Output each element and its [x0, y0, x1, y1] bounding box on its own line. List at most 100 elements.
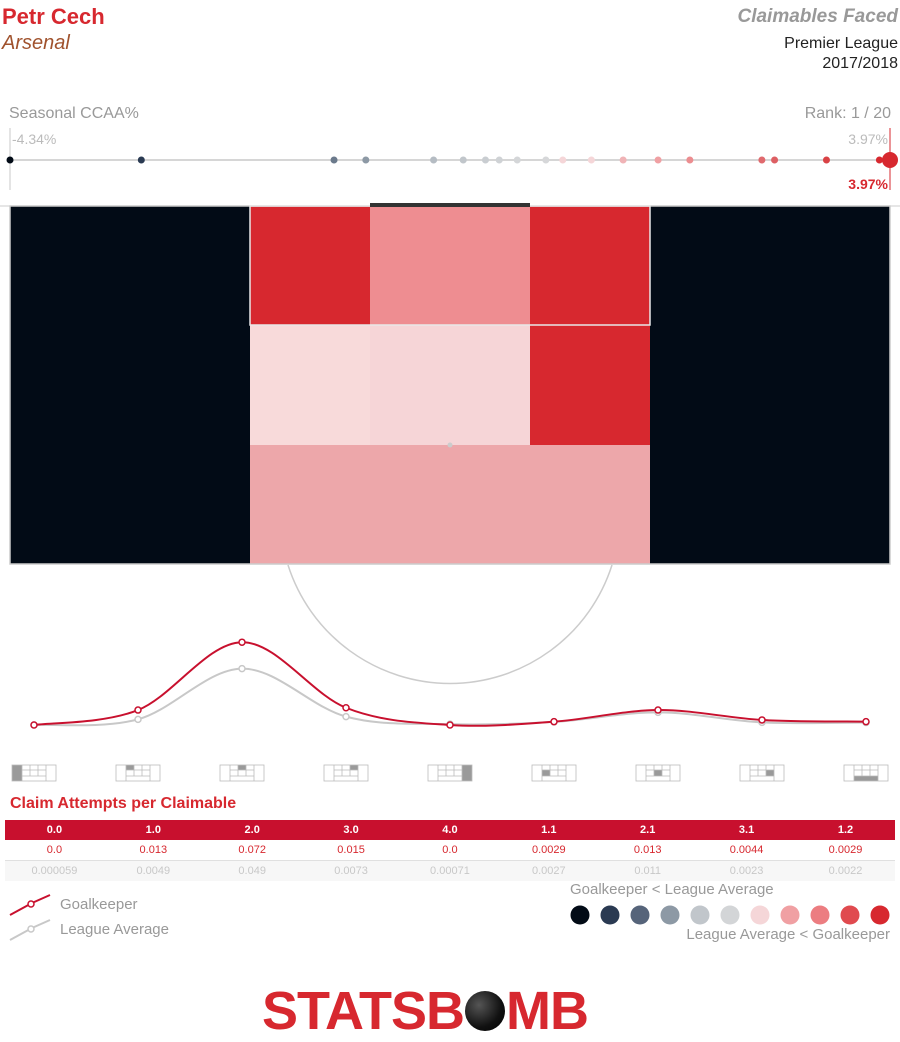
statsbomb-logo: STATSB MB [262, 980, 589, 1042]
ccaa-league-point [330, 156, 338, 164]
table-cell-league: 0.049 [202, 860, 302, 881]
ccaa-league-point [495, 156, 503, 164]
zone-icon-4-0 [427, 764, 473, 782]
zone-icon-fill [766, 770, 774, 776]
league-point [134, 715, 142, 724]
claim-attempts-title: Claim Attempts per Claimable [10, 795, 237, 812]
table-cell-league: 0.0049 [103, 860, 203, 881]
zone-icon-frame [219, 764, 265, 782]
zone-icon-frame [531, 764, 577, 782]
zone-icon-frame [323, 764, 369, 782]
table-cell-goalkeeper: 0.013 [103, 840, 203, 861]
zone-icon-fill [854, 776, 878, 781]
zone-icon-frame [115, 764, 161, 782]
ccaa-label: Seasonal CCAA% [9, 105, 139, 122]
zone-icon-3-1 [739, 764, 785, 782]
zone-icon-3-0 [323, 764, 369, 782]
ccaa-league-point [481, 156, 489, 164]
zone-icon-grid [229, 765, 255, 781]
zone-icon-grid [333, 765, 359, 781]
zone-icon-frame [11, 764, 57, 782]
legend-scale-dot [720, 905, 740, 925]
heatmap-zone-1-2 [250, 445, 650, 564]
zone-icon-grid [125, 765, 151, 781]
ccaa-league-point [619, 156, 627, 164]
table-cell-goalkeeper: 0.0029 [499, 840, 599, 861]
ccaa-goalkeeper-value: 3.97% [848, 176, 888, 192]
ccaa-league-point [822, 156, 830, 164]
heatmap-zone-2-1 [370, 325, 530, 445]
scale-low-label: Goalkeeper < League Average [570, 881, 774, 898]
ccaa-goalkeeper-point [882, 152, 898, 168]
penalty-spot [447, 442, 453, 448]
zone-icon-fill [350, 765, 358, 770]
legend-scale-dot [570, 905, 590, 925]
table-cell-goalkeeper: 0.0029 [796, 840, 895, 861]
goalkeeper-point [342, 704, 350, 712]
goalkeeper-point [862, 717, 870, 726]
league-point [238, 664, 246, 673]
ccaa-league-point [513, 156, 521, 164]
table-header-cell: 1.1 [499, 820, 599, 840]
goal-mouth [370, 203, 530, 207]
heatmap-zone-1-1 [250, 325, 370, 445]
table-cell-league: 0.0073 [301, 860, 401, 881]
zone-icon-2-1 [635, 764, 681, 782]
zone-icon-grid [749, 765, 775, 781]
heatmap-zone-3-0 [530, 206, 650, 325]
legend-scale-dot [810, 905, 830, 925]
table-cell-goalkeeper: 0.0044 [697, 840, 796, 861]
table-cell-goalkeeper: 0.0 [5, 840, 104, 861]
legend-scale-dot [690, 905, 710, 925]
table-cell-league: 0.011 [598, 860, 698, 881]
ccaa-league-point [654, 156, 662, 164]
zone-icon-1-1 [531, 764, 577, 782]
zone-icon-fill [462, 765, 472, 781]
zone-icon-grid [437, 765, 463, 781]
legend-league-marker [27, 925, 35, 933]
league-point [342, 712, 350, 721]
goalkeeper-point [758, 716, 766, 724]
ccaa-league-point [542, 156, 550, 164]
legend-scale-dot [870, 905, 890, 925]
zone-icon-2-0 [219, 764, 265, 782]
table-row-league: 0.000059 0.0049 0.049 0.0073 0.00071 0.0027 0.… [5, 860, 895, 881]
legend-scale-dot [600, 905, 620, 925]
legend-league-label: League Average [60, 921, 169, 938]
table-header-cell: 2.0 [202, 820, 302, 840]
zone-icon-frame [739, 764, 785, 782]
zone-icon-fill [542, 770, 550, 776]
goalkeeper-point [238, 638, 246, 646]
competition-name: Premier League [784, 35, 898, 52]
goalkeeper-point [446, 721, 454, 729]
legend-scale-dot [660, 905, 680, 925]
table-cell-goalkeeper: 0.015 [301, 840, 401, 861]
penalty-arc [287, 564, 613, 685]
table-header-row: 0.0 1.0 2.0 3.0 4.0 1.1 2.1 3.1 1.2 [5, 820, 895, 840]
table-header-cell: 3.0 [301, 820, 401, 840]
team-name: Arsenal [2, 32, 70, 54]
goalkeeper-point [550, 717, 558, 726]
zone-icon-grid [21, 765, 47, 781]
goalkeeper-point [654, 706, 662, 714]
ccaa-league-point [362, 156, 370, 164]
claim-data-table: 0.0 1.0 2.0 3.0 4.0 1.1 2.1 3.1 1.2 0.0 0.013 0.07… [5, 820, 895, 881]
pitch-heatmap [0, 203, 900, 685]
table-cell-league: 0.0022 [796, 860, 895, 881]
zone-icon-grid [853, 765, 879, 781]
table-cell-goalkeeper: 0.072 [202, 840, 302, 861]
heatmap-zone-0-0 [10, 206, 250, 564]
chart-title: Claimables Faced [737, 6, 898, 27]
goalkeeper-point [134, 706, 142, 714]
heatmap-zone-3-1 [530, 325, 650, 445]
ccaa-league-point [875, 156, 883, 164]
player-name: Petr Cech [2, 4, 105, 29]
legend-scale-dot [780, 905, 800, 925]
table-cell-league: 0.000059 [5, 860, 104, 881]
table-row-goalkeeper: 0.0 0.013 0.072 0.015 0.0 0.0029 0.013 0.0044 0.… [5, 840, 895, 861]
table-header-cell: 1.2 [796, 820, 895, 840]
legend-scale-dot [840, 905, 860, 925]
ccaa-league-point [686, 156, 694, 164]
zone-icon-frame [635, 764, 681, 782]
